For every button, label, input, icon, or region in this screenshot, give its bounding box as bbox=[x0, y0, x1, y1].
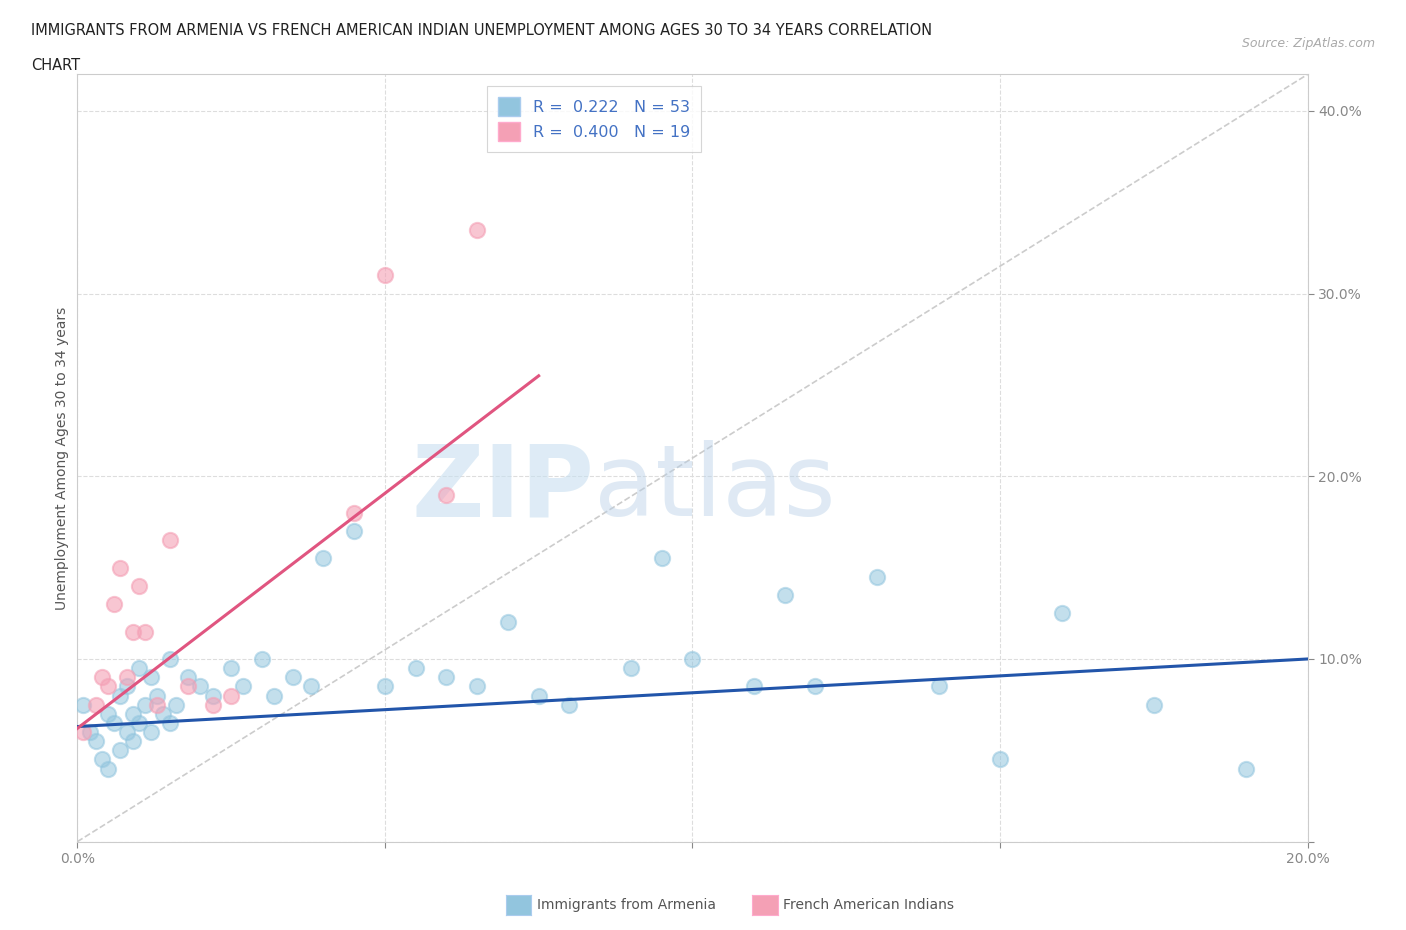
Point bbox=[72, 724, 94, 739]
Point bbox=[146, 698, 169, 712]
Point bbox=[84, 734, 107, 749]
Point bbox=[128, 578, 150, 593]
Point bbox=[465, 222, 488, 237]
Point bbox=[159, 533, 181, 548]
Point bbox=[141, 670, 163, 684]
Point bbox=[103, 597, 125, 612]
Point bbox=[436, 670, 458, 684]
Point bbox=[620, 660, 643, 675]
Point bbox=[299, 679, 322, 694]
Point bbox=[343, 505, 366, 520]
Point bbox=[121, 624, 143, 639]
Point bbox=[121, 707, 143, 722]
Point bbox=[121, 734, 143, 749]
Point bbox=[79, 724, 101, 739]
Point bbox=[97, 679, 120, 694]
Point bbox=[232, 679, 254, 694]
Point bbox=[128, 660, 150, 675]
Point bbox=[177, 679, 200, 694]
Point bbox=[115, 670, 138, 684]
Point bbox=[128, 715, 150, 730]
Point bbox=[742, 679, 765, 694]
Point bbox=[866, 569, 889, 584]
Point bbox=[201, 688, 224, 703]
Point bbox=[115, 724, 138, 739]
Point bbox=[84, 698, 107, 712]
Point bbox=[527, 688, 550, 703]
Point bbox=[436, 487, 458, 502]
Point bbox=[1050, 605, 1073, 620]
Point bbox=[343, 524, 366, 538]
Text: CHART: CHART bbox=[31, 58, 80, 73]
Point bbox=[201, 698, 224, 712]
Point bbox=[90, 752, 114, 767]
Point bbox=[804, 679, 827, 694]
Point bbox=[250, 652, 273, 667]
Point bbox=[219, 660, 242, 675]
Point bbox=[146, 688, 169, 703]
Point bbox=[988, 752, 1011, 767]
Point bbox=[281, 670, 304, 684]
Point bbox=[159, 652, 181, 667]
Text: French American Indians: French American Indians bbox=[783, 897, 955, 912]
Point bbox=[405, 660, 427, 675]
Point bbox=[110, 560, 132, 575]
Point bbox=[177, 670, 200, 684]
Point bbox=[928, 679, 950, 694]
Legend: R =  0.222   N = 53, R =  0.400   N = 19: R = 0.222 N = 53, R = 0.400 N = 19 bbox=[486, 86, 702, 152]
Point bbox=[165, 698, 187, 712]
Text: ZIP: ZIP bbox=[411, 440, 595, 538]
Point bbox=[188, 679, 212, 694]
Point bbox=[134, 624, 156, 639]
Point bbox=[496, 615, 519, 630]
Point bbox=[90, 670, 114, 684]
Point bbox=[374, 268, 396, 283]
Point bbox=[263, 688, 285, 703]
Y-axis label: Unemployment Among Ages 30 to 34 years: Unemployment Among Ages 30 to 34 years bbox=[55, 306, 69, 610]
Point bbox=[152, 707, 174, 722]
Point bbox=[1234, 761, 1257, 776]
Point bbox=[97, 707, 120, 722]
Text: Source: ZipAtlas.com: Source: ZipAtlas.com bbox=[1241, 37, 1375, 50]
Point bbox=[558, 698, 581, 712]
Point bbox=[312, 551, 335, 566]
Point bbox=[110, 688, 132, 703]
Point bbox=[773, 588, 796, 603]
Text: IMMIGRANTS FROM ARMENIA VS FRENCH AMERICAN INDIAN UNEMPLOYMENT AMONG AGES 30 TO : IMMIGRANTS FROM ARMENIA VS FRENCH AMERIC… bbox=[31, 23, 932, 38]
Point bbox=[651, 551, 673, 566]
Point bbox=[465, 679, 488, 694]
Point bbox=[682, 652, 704, 667]
Text: atlas: atlas bbox=[595, 440, 835, 538]
Point bbox=[97, 761, 120, 776]
Point bbox=[72, 698, 94, 712]
Point bbox=[141, 724, 163, 739]
Point bbox=[110, 743, 132, 758]
Point bbox=[159, 715, 181, 730]
Text: Immigrants from Armenia: Immigrants from Armenia bbox=[537, 897, 716, 912]
Point bbox=[219, 688, 242, 703]
Point bbox=[115, 679, 138, 694]
Point bbox=[1143, 698, 1166, 712]
Point bbox=[103, 715, 125, 730]
Point bbox=[134, 698, 156, 712]
Point bbox=[374, 679, 396, 694]
